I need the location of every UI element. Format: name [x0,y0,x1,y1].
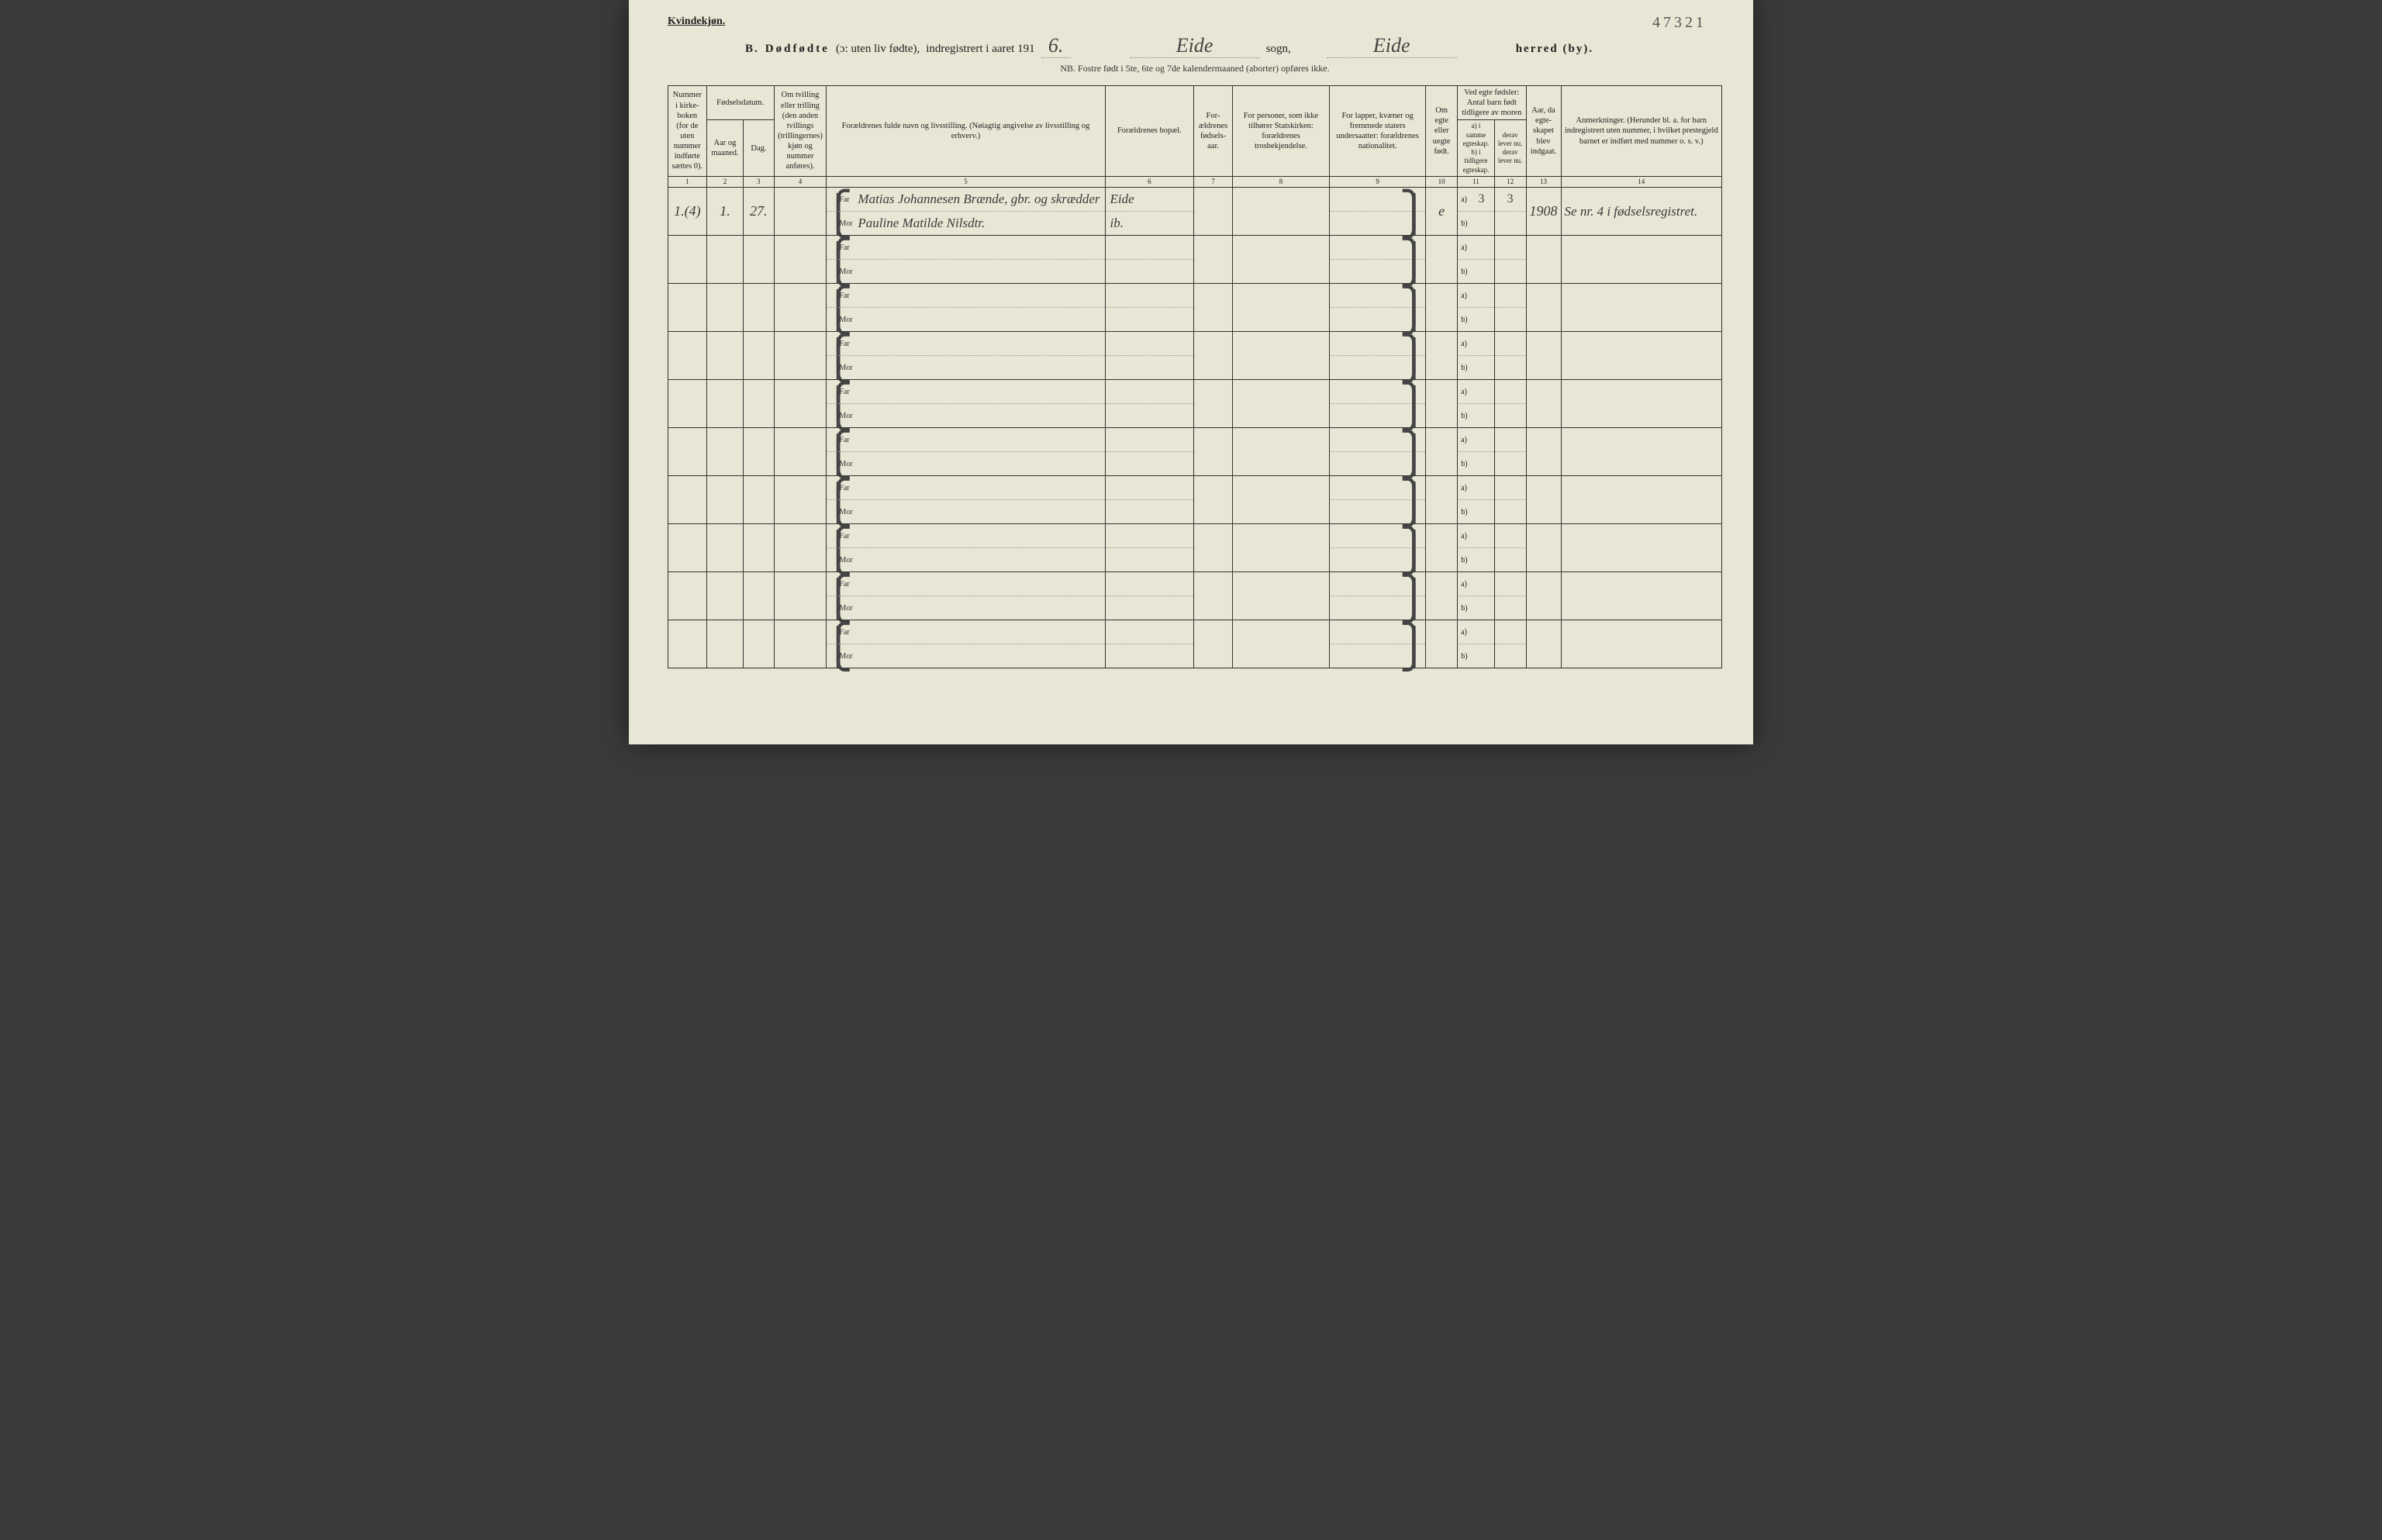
title-year-hw: 6. [1041,34,1071,58]
table-row: 1.(4)1.27. ⎧ ⎩ FarMatias Johannesen Bræn… [668,188,1722,236]
page-number: 47321 [1652,14,1707,32]
table-row: ⎧ ⎩ Far Mor ⎫ ⎭ a) b) [668,428,1722,476]
hdr-bopael: Forældrenes bopæl. [1105,86,1194,177]
hdr-tros: For personer, som ikke tilhører Statskir… [1232,86,1329,177]
table-row: ⎧ ⎩ Far Mor ⎫ ⎭ a) b) [668,332,1722,380]
title-registered: indregistrert i aaret 191 [926,43,1034,56]
title-main: Dødfødte [765,43,830,56]
sogn-label: sogn, [1266,43,1291,56]
table-header: Nummer i kirke­boken (for de uten nummer… [668,86,1722,188]
table-body: 1.(4)1.27. ⎧ ⎩ FarMatias Johannesen Bræn… [668,188,1722,668]
table-row: ⎧ ⎩ Far Mor ⎫ ⎭ a) b) [668,524,1722,572]
hdr-anm: Anmerkninger. (Herunder bl. a. for barn … [1561,86,1721,177]
hdr-fodselsdatum: Fødselsdatum. [706,86,774,120]
sogn-hw: Eide [1130,34,1260,58]
table-row: ⎧ ⎩ Far Mor ⎫ ⎭ a) b) [668,236,1722,284]
herred-hw: Eide [1327,34,1457,58]
table-row: ⎧ ⎩ Far Mor ⎫ ⎭ a) b) [668,572,1722,620]
table-row: ⎧ ⎩ Far Mor ⎫ ⎭ a) b) [668,620,1722,668]
herred-label: herred (by). [1516,43,1593,56]
title-prefix: B. [745,43,759,56]
title-paren: (ɔ: uten liv fødte), [836,43,920,56]
register-table: Nummer i kirke­boken (for de uten nummer… [668,85,1722,668]
hdr-aar-maaned: Aar og maaned. [706,120,744,177]
gender-label: Kvindekjøn. [668,16,1722,28]
table-row: ⎧ ⎩ Far Mor ⎫ ⎭ a) b) [668,380,1722,428]
colnum: 1 [668,176,707,187]
hdr-num: Nummer i kirke­boken (for de uten nummer… [668,86,707,177]
hdr-derav-lever: derav lever nu. derav lever nu. [1494,120,1526,177]
hdr-foraeldre-navn: Forældrenes fulde navn og livsstilling. … [827,86,1105,177]
hdr-fodselsaar: For­ældrenes fødsels­aar. [1194,86,1233,177]
hdr-egte: Om egte eller uegte født. [1426,86,1458,177]
table-row: ⎧ ⎩ Far Mor ⎫ ⎭ a) b) [668,476,1722,524]
title-row: B. Dødfødte (ɔ: uten liv fødte), indregi… [745,34,1722,58]
register-page: 47321 Kvindekjøn. B. Dødfødte (ɔ: uten l… [629,0,1753,744]
hdr-nation: For lapper, kvæner og fremmede staters u… [1330,86,1426,177]
hdr-aar-egt: Aar, da egte­skapet blev ind­gaat. [1526,86,1561,177]
table-row: ⎧ ⎩ Far Mor ⎫ ⎭ a) b) [668,284,1722,332]
hdr-dag: Dag. [744,120,774,177]
hdr-a-samme: a) i samme egteskap. b) i tidligere egte… [1458,120,1495,177]
hdr-tvilling: Om tvilling eller trilling (den anden tv… [774,86,827,177]
nb-note: NB. Fostre født i 5te, 6te og 7de kalend… [668,63,1722,74]
hdr-antal-barn: Ved egte fødsler: Antal barn født tid­li… [1458,86,1526,120]
